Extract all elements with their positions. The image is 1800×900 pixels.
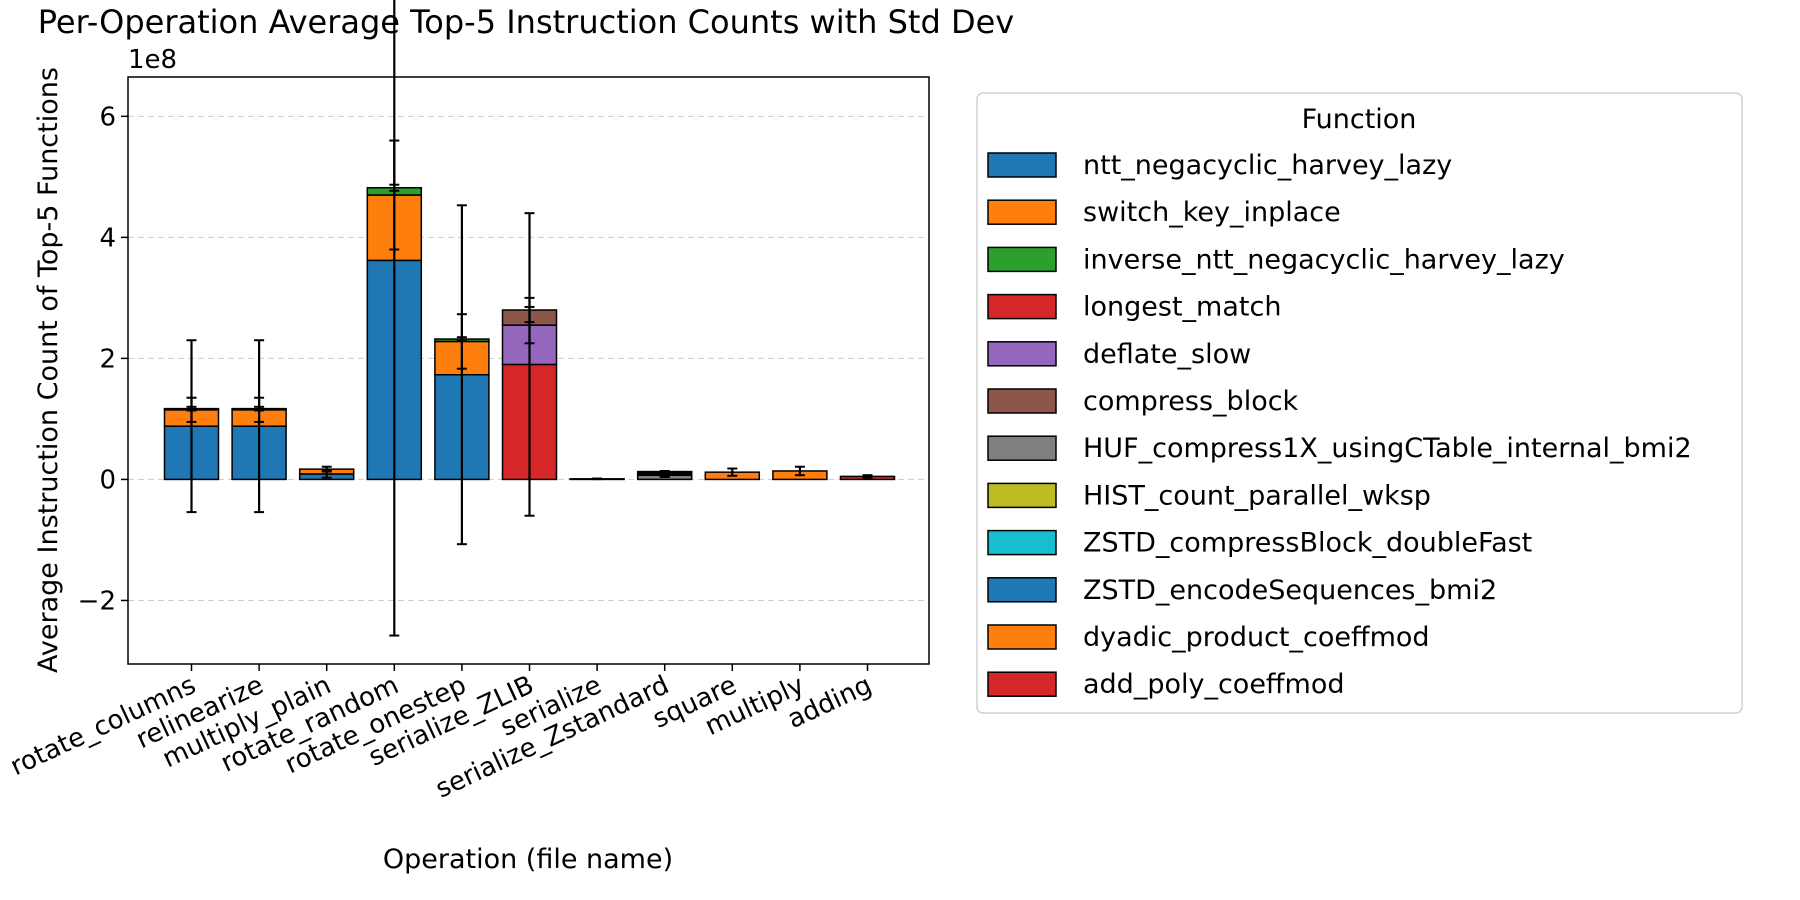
legend-swatch <box>987 246 1057 273</box>
legend-swatch <box>987 293 1057 320</box>
legend-entry-label: ZSTD_encodeSequences_bmi2 <box>1083 575 1497 606</box>
x-axis-ticks: rotate_columnsrelinearizemultiply_plainr… <box>6 664 876 805</box>
y-axis-label: Average Instruction Count of Top-5 Funct… <box>33 67 64 673</box>
y-tick-label: 4 <box>99 223 116 253</box>
y-tick-label: −2 <box>78 586 116 616</box>
legend-swatch <box>987 624 1057 650</box>
y-tick-label: 0 <box>99 465 116 495</box>
legend-swatch <box>987 482 1057 509</box>
y-axis-scale-label: 1e8 <box>128 45 177 75</box>
legend: Function ntt_negacyclic_harvey_lazyswitch… <box>976 92 1743 714</box>
legend-entry-label: HIST_count_parallel_wksp <box>1083 480 1431 511</box>
y-tick-label: 2 <box>99 344 116 374</box>
legend-entry-label: ZSTD_compressBlock_doubleFast <box>1083 528 1532 559</box>
x-axis-label: Operation (file name) <box>383 844 673 875</box>
legend-entry-label: inverse_ntt_negacyclic_harvey_lazy <box>1083 244 1565 275</box>
legend-entry-label: longest_match <box>1083 292 1281 323</box>
legend-title: Function <box>1302 104 1417 135</box>
legend-entry-label: dyadic_product_coeffmod <box>1083 622 1430 653</box>
y-axis-ticks: −2 0 2 4 6 <box>78 102 128 616</box>
legend-entry-label: add_poly_coeffmod <box>1083 669 1345 700</box>
legend-swatch <box>987 152 1057 178</box>
y-tick-label: 6 <box>99 102 116 132</box>
legend-swatch <box>987 388 1057 414</box>
legend-entry-label: switch_key_inplace <box>1083 197 1341 228</box>
chart-title: Per-Operation Average Top-5 Instruction … <box>38 3 1014 41</box>
legend-swatch <box>987 435 1057 461</box>
legend-frame <box>976 92 1743 714</box>
legend-entry-label: compress_block <box>1083 386 1299 417</box>
legend-entry-label: HUF_compress1X_usingCTable_internal_bmi2 <box>1083 433 1692 464</box>
legend-swatch <box>987 671 1057 697</box>
legend-swatch <box>987 529 1057 556</box>
legend-entry-label: ntt_negacyclic_harvey_lazy <box>1083 150 1452 181</box>
legend-swatch <box>987 341 1057 367</box>
legend-swatch <box>987 199 1057 225</box>
error-bars <box>186 0 873 637</box>
legend-swatch <box>987 577 1057 603</box>
plot-frame <box>127 76 930 665</box>
legend-entry-label: deflate_slow <box>1083 339 1251 370</box>
